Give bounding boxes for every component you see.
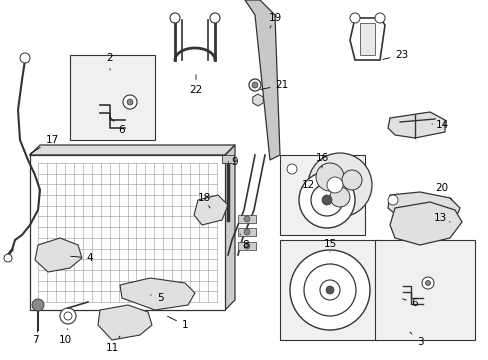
Text: 11: 11	[105, 336, 120, 353]
Text: 17: 17	[30, 135, 59, 153]
Text: 5: 5	[150, 293, 163, 303]
Circle shape	[4, 254, 12, 262]
Circle shape	[325, 286, 333, 294]
Circle shape	[286, 164, 296, 174]
Circle shape	[127, 99, 133, 105]
Circle shape	[374, 13, 384, 23]
Text: 12: 12	[301, 180, 317, 190]
Circle shape	[170, 13, 180, 23]
Circle shape	[421, 277, 433, 289]
Circle shape	[387, 195, 397, 205]
Polygon shape	[120, 278, 195, 310]
Circle shape	[304, 264, 355, 316]
Circle shape	[244, 229, 249, 235]
Bar	[280, 240, 379, 340]
Text: 10: 10	[59, 329, 71, 345]
Text: 19: 19	[268, 13, 281, 28]
Circle shape	[307, 153, 371, 217]
Bar	[70, 55, 155, 140]
Circle shape	[289, 250, 369, 330]
Text: 3: 3	[409, 332, 423, 347]
Text: 21: 21	[260, 80, 288, 90]
Bar	[374, 240, 474, 340]
Circle shape	[32, 299, 44, 311]
Circle shape	[310, 184, 342, 216]
Text: 14: 14	[431, 120, 447, 130]
Circle shape	[315, 163, 343, 191]
Polygon shape	[389, 202, 461, 245]
Circle shape	[341, 170, 361, 190]
Polygon shape	[224, 145, 235, 310]
Circle shape	[321, 195, 331, 205]
Polygon shape	[98, 305, 152, 340]
Text: 18: 18	[197, 193, 210, 208]
Circle shape	[326, 177, 342, 193]
Circle shape	[20, 53, 30, 63]
Circle shape	[298, 172, 354, 228]
Circle shape	[425, 280, 429, 285]
Bar	[238, 242, 256, 250]
Circle shape	[244, 243, 249, 249]
Text: 22: 22	[189, 75, 202, 95]
Text: 16: 16	[315, 153, 328, 168]
Polygon shape	[387, 112, 444, 138]
Bar	[280, 155, 364, 235]
Circle shape	[60, 308, 76, 324]
Circle shape	[123, 95, 137, 109]
Polygon shape	[30, 145, 235, 155]
Polygon shape	[359, 23, 374, 55]
Polygon shape	[35, 238, 82, 272]
Text: 15: 15	[323, 239, 336, 252]
Text: 4: 4	[71, 253, 93, 263]
Circle shape	[329, 187, 349, 207]
Text: 7: 7	[32, 330, 38, 345]
Text: 23: 23	[382, 50, 408, 60]
Text: 20: 20	[434, 183, 451, 200]
Text: 1: 1	[167, 316, 188, 330]
Text: 6: 6	[110, 117, 125, 135]
Circle shape	[64, 312, 72, 320]
Polygon shape	[349, 18, 384, 60]
Circle shape	[319, 280, 339, 300]
Polygon shape	[387, 192, 459, 225]
Circle shape	[251, 82, 258, 88]
Bar	[238, 228, 256, 236]
Text: 2: 2	[106, 53, 113, 70]
Text: 6: 6	[402, 298, 417, 308]
Polygon shape	[194, 195, 227, 225]
Bar	[30, 155, 224, 310]
Circle shape	[209, 13, 220, 23]
Circle shape	[349, 13, 359, 23]
Bar	[238, 215, 256, 223]
Circle shape	[244, 216, 249, 222]
Circle shape	[248, 79, 261, 91]
Text: 9: 9	[227, 157, 238, 167]
Polygon shape	[244, 0, 280, 160]
Text: 8: 8	[240, 234, 249, 250]
Bar	[222, 155, 234, 163]
Text: 13: 13	[432, 213, 449, 223]
